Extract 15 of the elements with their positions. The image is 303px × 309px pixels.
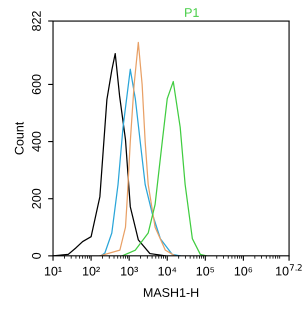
x-tick-label: 10¹ — [44, 266, 62, 276]
y-tick-label: 400 — [32, 132, 41, 152]
y-axis-title: Count — [14, 122, 24, 154]
x-tick-label: 10⁴ — [158, 266, 176, 276]
y-tick-label: 822 — [32, 11, 41, 31]
chart-title: P1 — [185, 8, 199, 17]
x-tick-label: 10⁶ — [234, 266, 252, 276]
y-tick-label: 0 — [32, 252, 41, 259]
y-tick-label: 200 — [32, 188, 41, 209]
x-tick-label: 10$^{7.2}$ — [276, 264, 302, 276]
x-axis-title: MASH1-H — [144, 288, 198, 297]
x-tick-label: 10² — [83, 266, 100, 276]
y-tick-label: 600 — [32, 74, 41, 94]
x-tick-label: 10⁵ — [196, 266, 214, 276]
x-tick-label: 10³ — [121, 266, 138, 276]
